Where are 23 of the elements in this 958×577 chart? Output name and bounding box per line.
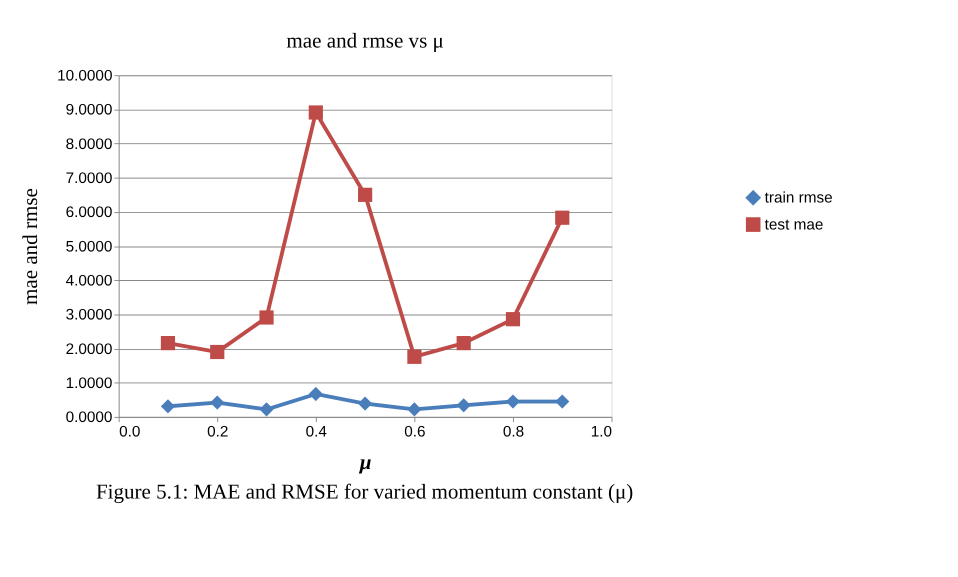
y-tick-label: 2.0000 [66,340,112,358]
legend-label: train rmse [764,190,833,207]
x-tick-label: 0.8 [502,424,524,441]
y-tick-label: 10.0000 [57,68,112,85]
y-tick-label: 8.0000 [66,136,112,153]
x-tick-label: 1.0 [590,424,612,441]
y-tick-label: 0.0000 [66,409,112,426]
y-tick-label: 5.0000 [66,238,112,256]
y-tick-label: 1.0000 [66,375,112,392]
y-tick-label: 6.0000 [66,204,112,222]
legend-label: test mae [764,216,824,234]
x-tick-label: 0.2 [207,424,228,441]
chart-title: mae and rmse vs μ [286,28,444,52]
x-tick-label: 0.4 [306,424,328,441]
y-tick-label: 3.0000 [66,306,112,324]
y-tick-label: 4.0000 [66,272,112,290]
y-tick-label: 7.0000 [66,170,112,188]
y-axis-title: mae and rmse [18,188,42,306]
y-tick-label: 9.0000 [66,102,112,119]
caption: Figure 5.1: MAE and RMSE for varied momentum constant (μ) [96,479,634,504]
x-tick-label: 0.0 [119,424,140,441]
x-tick-label: 0.6 [404,424,426,441]
x-axis-title: μ [358,450,372,474]
